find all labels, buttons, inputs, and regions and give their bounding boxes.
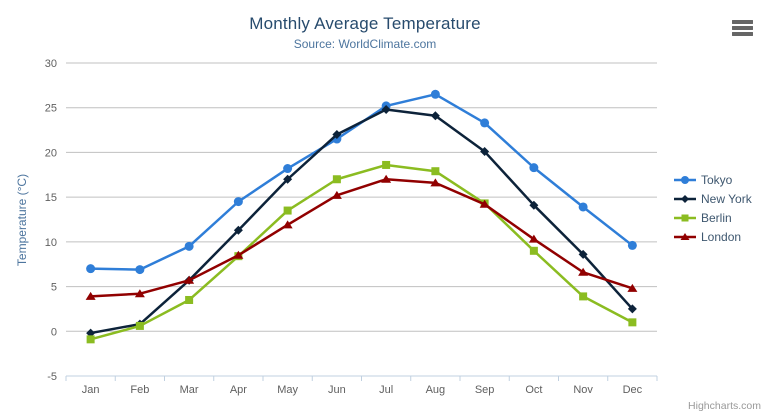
x-axis-label: Apr xyxy=(230,384,247,396)
export-menu-button[interactable] xyxy=(730,17,756,39)
legend-item-new-york[interactable]: New York xyxy=(674,191,752,207)
legend-label: New York xyxy=(701,192,752,206)
x-axis-label: Jul xyxy=(379,384,393,396)
series-new-york xyxy=(86,105,637,338)
y-axis-label: 20 xyxy=(45,147,57,159)
y-axis-label: 25 xyxy=(45,103,57,115)
y-axis-title: Temperature (°C) xyxy=(15,173,29,267)
chart-title: Monthly Average Temperature xyxy=(249,14,481,33)
y-axis-label: 15 xyxy=(45,192,57,204)
legend-label: London xyxy=(701,230,742,244)
legend-item-tokyo[interactable]: Tokyo xyxy=(674,172,752,188)
x-axis-label: Aug xyxy=(426,384,446,396)
legend: Tokyo New York Berlin London xyxy=(674,172,752,245)
series-tokyo xyxy=(86,89,637,275)
legend-marker-circle-icon xyxy=(674,176,696,184)
x-axis-label: May xyxy=(277,384,298,396)
x-axis-label: Mar xyxy=(180,384,199,396)
hamburger-icon xyxy=(732,20,754,36)
legend-label: Berlin xyxy=(701,211,732,225)
y-axis-label: 0 xyxy=(51,326,57,338)
credits-link[interactable]: Highcharts.com xyxy=(688,400,761,412)
x-axis-label: Nov xyxy=(573,384,593,396)
y-axis-label: 10 xyxy=(45,237,57,249)
legend-marker-diamond-icon xyxy=(674,195,696,203)
y-axis-label: -5 xyxy=(47,371,57,383)
x-axis-label: Oct xyxy=(525,384,542,396)
legend-marker-triangle-icon xyxy=(674,233,696,240)
x-axis-label: Jan xyxy=(82,384,100,396)
x-axis-label: Sep xyxy=(475,384,495,396)
y-axis-label: 30 xyxy=(45,58,57,70)
legend-item-london[interactable]: London xyxy=(674,229,752,245)
x-axis-label: Feb xyxy=(130,384,149,396)
x-axis-label: Dec xyxy=(623,384,643,396)
series-london xyxy=(85,174,638,300)
x-axis-label: Jun xyxy=(328,384,346,396)
legend-item-berlin[interactable]: Berlin xyxy=(674,210,752,226)
legend-label: Tokyo xyxy=(701,173,733,187)
legend-marker-square-icon xyxy=(674,214,696,222)
chart-subtitle: Source: WorldClimate.com xyxy=(293,37,437,51)
y-axis-label: 5 xyxy=(51,282,57,294)
